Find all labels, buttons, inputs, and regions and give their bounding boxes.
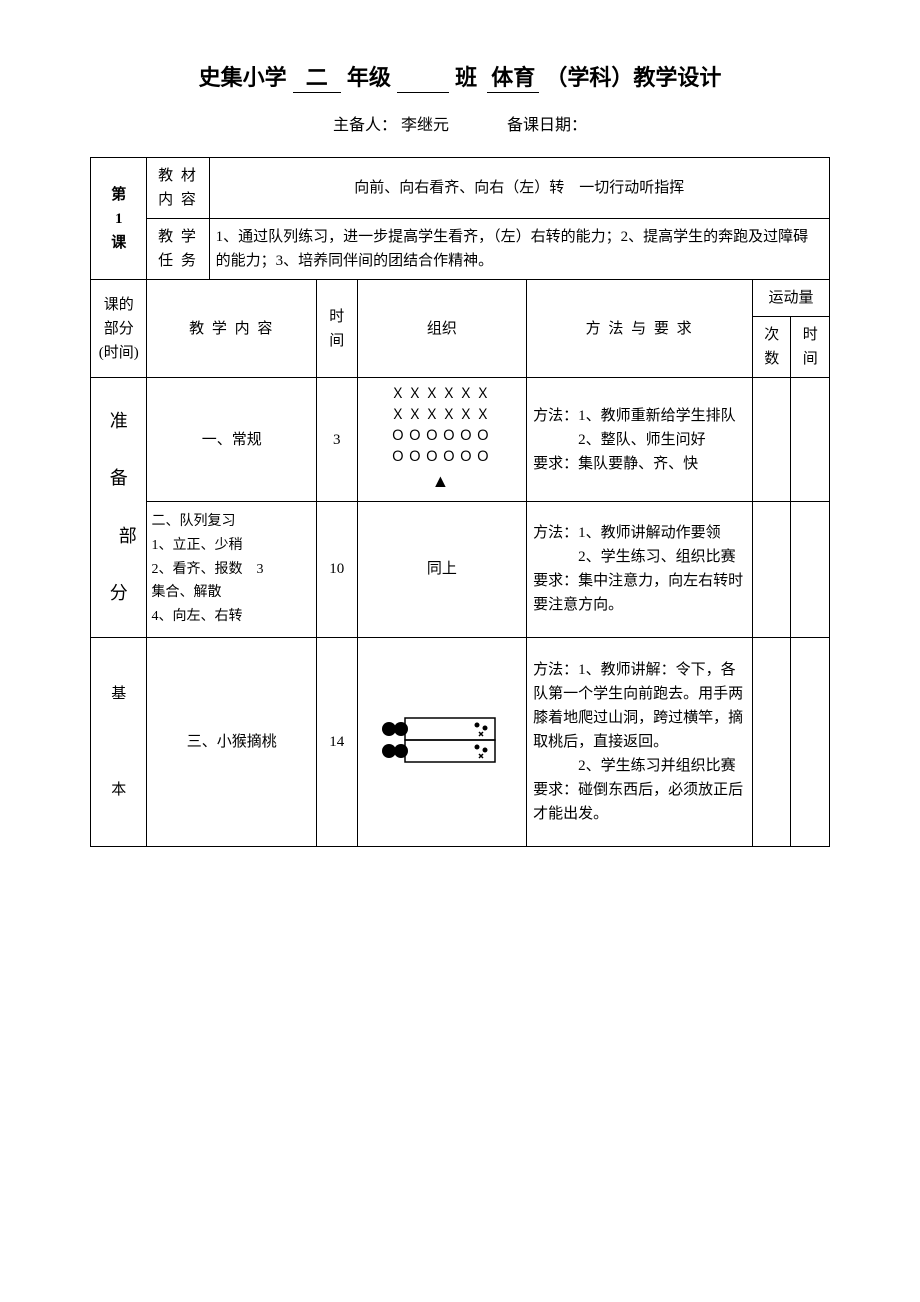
row3-org (357, 637, 526, 846)
school-name: 史集小学 (199, 65, 287, 90)
subject-underline: 体育 (487, 60, 539, 93)
table-row: 二、队列复习 1、立正、少稍 2、看齐、报数 3 集合、解散 4、向左、右转 1… (91, 502, 830, 638)
formation-diagram: ＸＸＸＸＸＸ ＸＸＸＸＸＸ ＯＯＯＯＯＯ ＯＯＯＯＯＯ ▲ (364, 384, 520, 495)
row2-method: 方法：1、教师讲解动作要领 2、学生练习、组织比赛 要求：集中注意力，向左右转时… (527, 502, 753, 638)
row2-content: 二、队列复习 1、立正、少稍 2、看齐、报数 3 集合、解散 4、向左、右转 (147, 502, 316, 638)
row3-time: 14 (316, 637, 357, 846)
formation-line: ＯＯＯＯＯＯ (391, 450, 493, 465)
table-row: 基本 三、小猴摘桃 14 方法：1、教师讲解：令下，各队第一个学生向前跑去。用手… (91, 637, 830, 846)
col-method: 方 法 与 要 求 (527, 280, 753, 378)
date-label: 备课日期： (507, 117, 587, 134)
lesson-plan-table: 第1课 教 材 内 容 向前、向右看齐、向右（左）转 一切行动听指挥 教 学 任… (90, 157, 830, 847)
row3-method: 方法：1、教师讲解：令下，各队第一个学生向前跑去。用手两膝着地爬过山洞，跨过横竿… (527, 637, 753, 846)
task-content: 1、通过队列练习，进一步提高学生看齐，（左）右转的能力；2、提高学生的奔跑及过障… (209, 219, 829, 280)
col-org: 组织 (357, 280, 526, 378)
row1-count (753, 378, 791, 502)
col-time: 时 间 (316, 280, 357, 378)
course-diagram-icon (377, 712, 507, 772)
material-content: 向前、向右看齐、向右（左）转 一切行动听指挥 (209, 158, 829, 219)
grade-underline: 二 (293, 60, 341, 93)
preparer-name: 李继元 (401, 117, 449, 134)
class-suffix: 班 (455, 65, 477, 90)
class-underline (397, 60, 449, 93)
row2-count (753, 502, 791, 638)
row1-time: 3 (316, 378, 357, 502)
col-count: 次 数 (753, 317, 791, 378)
row3-dur (791, 637, 830, 846)
page-title: 史集小学 二 年级 班 体育 （学科）教学设计 (90, 60, 830, 93)
title-design: （学科）教学设计 (545, 65, 721, 90)
col-load: 运动量 (753, 280, 830, 317)
task-label: 教 学 任 务 (147, 219, 209, 280)
formation-line: ＯＯＯＯＯＯ (391, 429, 493, 444)
row3-count (753, 637, 791, 846)
material-label: 教 材 内 容 (147, 158, 209, 219)
row2-dur (791, 502, 830, 638)
lesson-number: 第1课 (111, 187, 126, 251)
row2-org: 同上 (357, 502, 526, 638)
col-dur: 时 间 (791, 317, 830, 378)
table-row: 准备 部分 一、常规 3 ＸＸＸＸＸＸ ＸＸＸＸＸＸ ＯＯＯＯＯＯ ＯＯＯＯＯＯ… (91, 378, 830, 502)
row1-dur (791, 378, 830, 502)
triangle-icon: ▲ (431, 471, 452, 491)
row1-method: 方法：1、教师重新给学生排队 2、整队、师生问好 要求：集队要静、齐、快 (527, 378, 753, 502)
grade-suffix: 年级 (347, 65, 391, 90)
row1-org: ＸＸＸＸＸＸ ＸＸＸＸＸＸ ＯＯＯＯＯＯ ＯＯＯＯＯＯ ▲ (357, 378, 526, 502)
preparer-label: 主备人： (333, 117, 397, 134)
formation-line: ＸＸＸＸＸＸ (391, 387, 493, 402)
subline: 主备人： 李继元 备课日期： (90, 111, 830, 135)
row3-content: 三、小猴摘桃 (147, 637, 316, 846)
col-content: 教 学 内 容 (147, 280, 316, 378)
row1-content: 一、常规 (147, 378, 316, 502)
formation-line: ＸＸＸＸＸＸ (391, 408, 493, 423)
row2-time: 10 (316, 502, 357, 638)
col-part: 课的 部分 (时间) (91, 280, 147, 378)
lesson-number-cell: 第1课 (91, 158, 147, 280)
section-prep-label: 准备 部分 (91, 378, 147, 638)
section-basic-label: 基本 (91, 637, 147, 846)
